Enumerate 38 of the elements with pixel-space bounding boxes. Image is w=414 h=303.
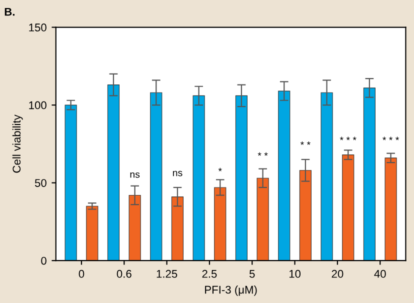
bar: [214, 187, 226, 261]
bar: [107, 84, 120, 261]
bar: [299, 170, 312, 261]
bar: [278, 90, 290, 261]
bar: [192, 95, 205, 261]
y-tick-label: 0: [41, 256, 46, 265]
annotation: ns: [130, 172, 140, 178]
bar: [235, 95, 248, 261]
bar: [320, 92, 333, 261]
annotation: * * *: [382, 136, 400, 140]
y-tick-label: 150: [29, 24, 46, 32]
annotation: * *: [258, 152, 268, 156]
x-axis-title: PFI-3 (μM): [205, 286, 257, 296]
bar: [150, 92, 162, 261]
x-tick-label: 2.5: [202, 270, 217, 278]
y-tick-label: 100: [29, 101, 46, 110]
annotation: * *: [300, 141, 310, 145]
x-tick-label: 0.6: [116, 270, 132, 278]
x-tick-label: 20: [332, 270, 344, 278]
annotation: *: [218, 168, 222, 172]
bar: [384, 158, 397, 261]
y-tick-label: 50: [34, 179, 46, 187]
bar: [171, 196, 184, 261]
bar: [128, 194, 141, 261]
text: B.: [4, 8, 14, 16]
annotation: * * *: [340, 136, 356, 140]
x-tick-label: 0: [78, 270, 84, 278]
x-tick-label: 5: [249, 270, 255, 278]
x-tick-label: 10: [289, 270, 301, 278]
bar: [86, 206, 98, 261]
y-axis-title: Cell viability: [12, 114, 23, 173]
bar: [256, 178, 269, 261]
x-tick-label: 1.25: [156, 270, 178, 278]
annotation: ns: [172, 170, 182, 176]
bar: [342, 154, 354, 261]
x-tick-label: 40: [374, 270, 386, 278]
bar: [363, 88, 376, 261]
bar: [64, 104, 77, 261]
